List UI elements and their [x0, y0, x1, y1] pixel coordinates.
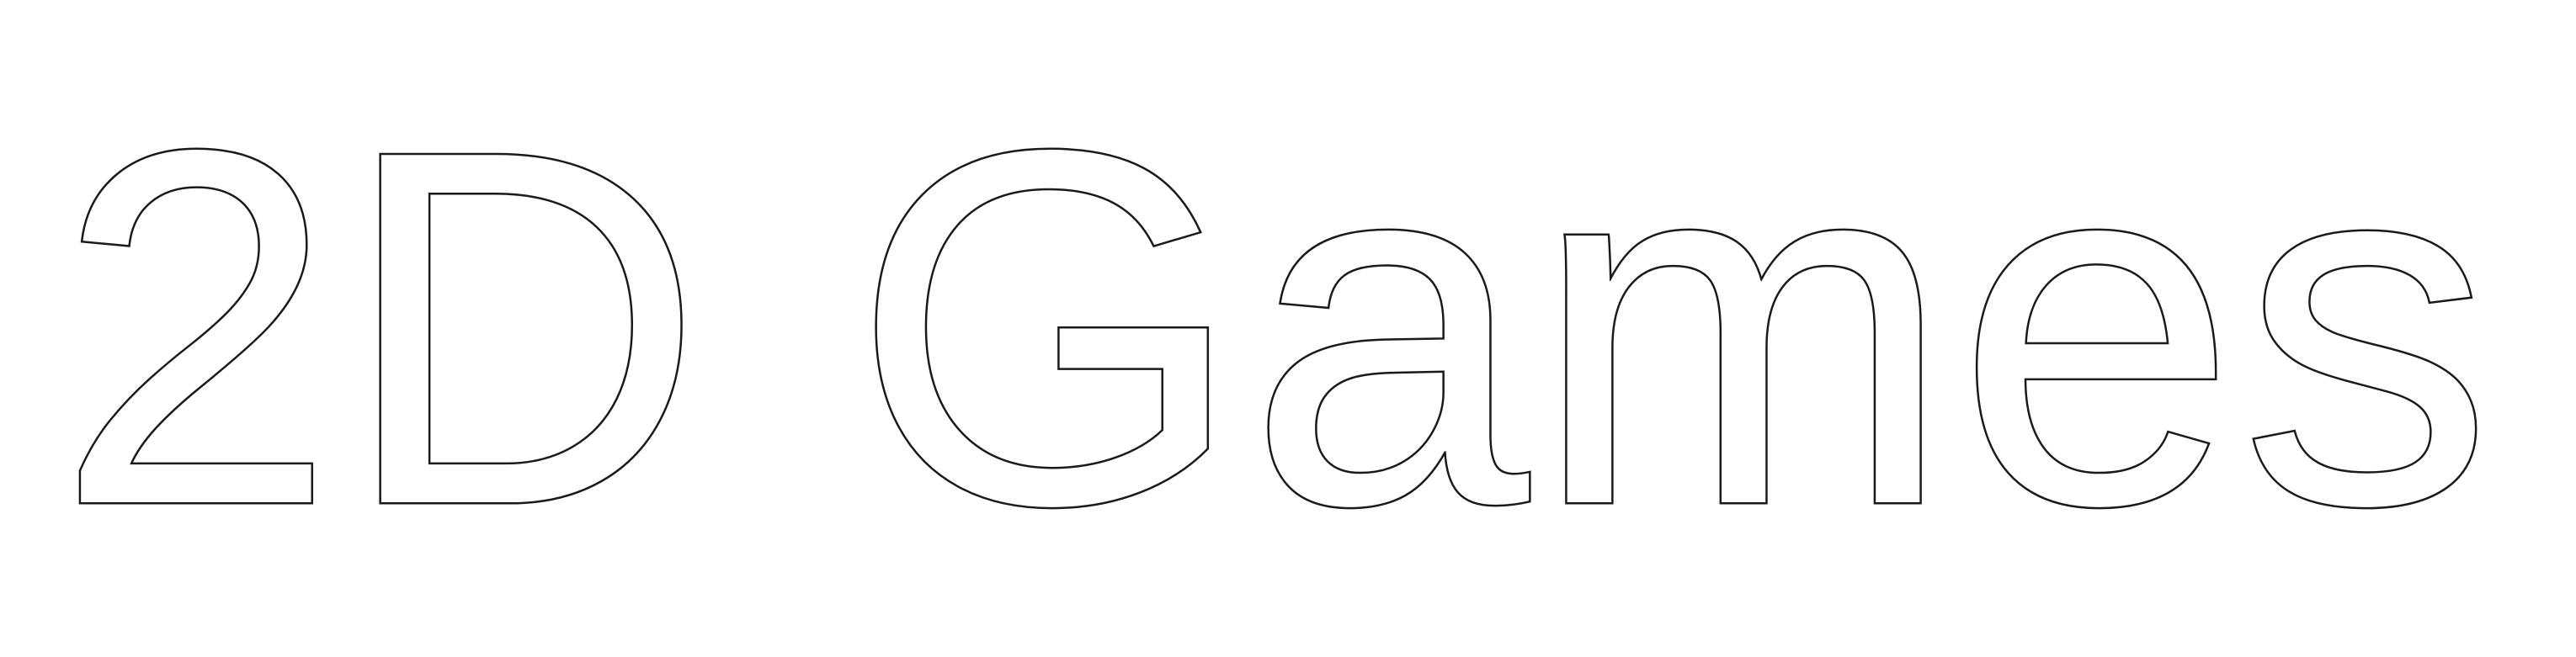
outline-title-text: 2D Games	[54, 46, 2497, 610]
